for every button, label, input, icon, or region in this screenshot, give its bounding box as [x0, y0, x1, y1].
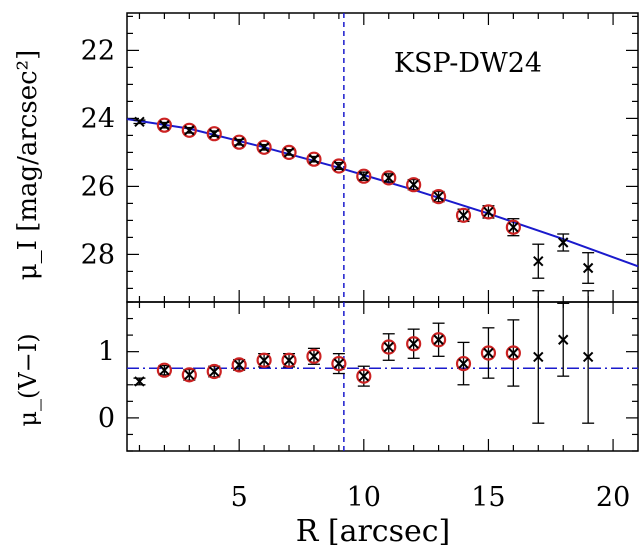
- x-tick-label: 15: [471, 482, 505, 513]
- data-point: [358, 370, 370, 382]
- data-point: [358, 170, 370, 182]
- selected-point-circle: [206, 363, 222, 380]
- data-point: [582, 351, 594, 363]
- plot-frame: [126, 12, 639, 303]
- selected-point-circle: [505, 219, 521, 235]
- selected-point-circle: [231, 357, 247, 373]
- data-point: [483, 347, 494, 359]
- data-point: [184, 369, 195, 381]
- data-point: [159, 365, 170, 376]
- x-axis-label: R [arcsec]: [296, 514, 451, 549]
- data-point: [134, 116, 145, 128]
- data-point: [283, 147, 295, 158]
- selected-point-circle: [256, 352, 272, 368]
- y-tick-label: 28: [81, 239, 115, 270]
- annotation-label: KSP-DW24: [394, 48, 542, 79]
- selected-point-circle: [231, 134, 247, 150]
- selected-point-circle: [381, 170, 397, 186]
- data-point: [258, 355, 270, 366]
- data-point: [433, 191, 444, 202]
- data-point: [134, 376, 145, 387]
- selected-point-circle: [281, 352, 297, 368]
- selected-point-circle: [181, 367, 197, 383]
- data-point: [582, 262, 594, 274]
- data-point: [258, 142, 270, 153]
- selected-point-circle: [331, 158, 347, 174]
- selected-point-circle: [156, 362, 172, 378]
- selected-point-circle: [306, 348, 322, 364]
- data-point: [533, 351, 544, 363]
- selected-point-circle: [331, 355, 347, 372]
- data-point: [533, 255, 544, 267]
- data-point: [408, 338, 419, 349]
- top-panel: 22 24 26 28: [81, 12, 639, 303]
- data-point: [433, 334, 444, 345]
- selected-point-circle: [156, 117, 172, 133]
- plot-frame: [126, 301, 639, 452]
- selected-point-circle: [381, 339, 397, 355]
- selected-point-circle: [306, 151, 322, 167]
- selected-point-circle: [206, 126, 222, 142]
- x-tick-label: 20: [596, 482, 630, 513]
- selected-point-circle: [356, 368, 372, 384]
- selected-point-circle: [430, 332, 447, 348]
- data-point: [233, 359, 245, 371]
- data-point: [308, 351, 320, 362]
- data-point: [209, 366, 220, 377]
- bottom-panel: 5 10 15 20 0 1: [98, 290, 639, 513]
- data-point: [458, 210, 469, 221]
- data-point: [184, 125, 195, 136]
- selected-point-circle: [356, 168, 372, 184]
- selected-point-circle: [455, 207, 472, 223]
- data-point: [233, 136, 245, 148]
- y-tick-label: 24: [81, 103, 115, 134]
- bottom-y-axis-label: μ_(V−I): [14, 333, 42, 426]
- data-point: [458, 358, 469, 369]
- data-point: [483, 206, 494, 218]
- selected-point-circle: [281, 144, 297, 160]
- data-point: [333, 358, 345, 369]
- selected-point-circle: [505, 345, 521, 361]
- data-point: [209, 128, 220, 139]
- selected-point-circle: [455, 355, 472, 372]
- data-point: [508, 347, 519, 359]
- top-y-axis-label: μ_I [mag/arcsec²]: [13, 50, 43, 280]
- y-tick-label: 1: [98, 337, 115, 368]
- selected-point-circle: [256, 139, 272, 155]
- data-point: [508, 221, 519, 233]
- selected-point-circle: [480, 204, 497, 220]
- y-tick-label: 0: [98, 403, 115, 434]
- selected-point-circle: [430, 189, 447, 205]
- y-tick-label: 26: [81, 171, 115, 202]
- data-point: [558, 237, 569, 248]
- selected-point-circle: [181, 122, 197, 138]
- model-fit-line: [126, 118, 639, 268]
- data-point: [333, 160, 345, 172]
- data-point: [383, 172, 394, 184]
- x-tick-label: 5: [231, 482, 248, 513]
- y-tick-label: 22: [81, 35, 115, 66]
- x-tick-label: 10: [347, 482, 381, 513]
- selected-point-circle: [406, 177, 422, 193]
- data-point: [283, 355, 295, 366]
- selected-point-circle: [480, 345, 497, 361]
- data-point: [408, 179, 419, 190]
- data-point: [308, 153, 320, 165]
- selected-point-circle: [406, 336, 422, 352]
- data-point: [159, 119, 170, 131]
- data-point: [558, 334, 569, 345]
- data-point: [383, 341, 394, 353]
